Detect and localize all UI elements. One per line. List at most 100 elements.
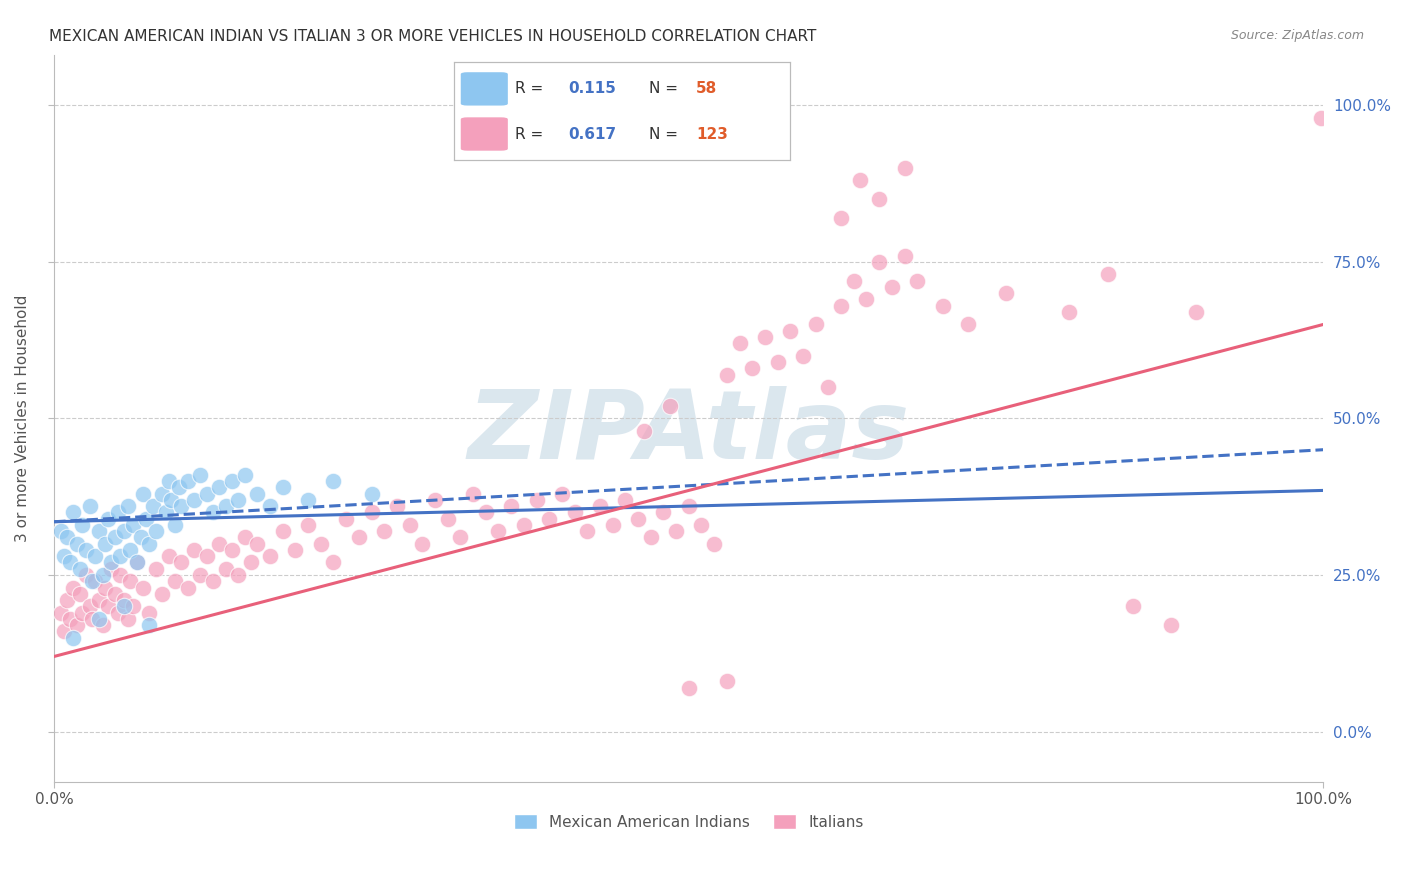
Point xyxy=(614,492,637,507)
Point xyxy=(94,536,117,550)
Point xyxy=(564,505,586,519)
Point xyxy=(188,467,211,482)
Point xyxy=(97,511,120,525)
Point xyxy=(107,505,129,519)
Point xyxy=(627,511,650,525)
Point xyxy=(122,599,145,614)
Point xyxy=(1122,599,1144,614)
Point xyxy=(62,631,84,645)
Point xyxy=(107,606,129,620)
Point xyxy=(551,486,574,500)
Point xyxy=(82,612,104,626)
Point xyxy=(176,581,198,595)
Point xyxy=(652,505,675,519)
Point xyxy=(322,474,344,488)
Point xyxy=(233,530,256,544)
Text: ZIPAtlas: ZIPAtlas xyxy=(468,386,910,479)
Point xyxy=(138,606,160,620)
Point xyxy=(79,599,101,614)
Point xyxy=(56,593,79,607)
Point xyxy=(56,530,79,544)
Point xyxy=(995,286,1018,301)
Point xyxy=(208,536,231,550)
Point xyxy=(373,524,395,538)
Point xyxy=(201,574,224,589)
Point xyxy=(160,492,183,507)
Point xyxy=(240,556,263,570)
Point xyxy=(678,681,700,695)
Point xyxy=(956,318,979,332)
Point xyxy=(176,474,198,488)
Point xyxy=(766,355,789,369)
Point xyxy=(360,486,382,500)
Point xyxy=(589,499,612,513)
Point xyxy=(70,517,93,532)
Point xyxy=(112,599,135,614)
Point xyxy=(347,530,370,544)
Point xyxy=(104,587,127,601)
Point xyxy=(690,517,713,532)
Point xyxy=(576,524,599,538)
Point xyxy=(501,499,523,513)
Point xyxy=(138,618,160,632)
Point xyxy=(49,524,72,538)
Point xyxy=(322,556,344,570)
Point xyxy=(66,536,89,550)
Point xyxy=(728,336,751,351)
Point xyxy=(741,361,763,376)
Point xyxy=(170,556,193,570)
Point xyxy=(880,280,903,294)
Point xyxy=(49,606,72,620)
Point xyxy=(411,536,433,550)
Point xyxy=(208,480,231,494)
Point xyxy=(893,161,915,175)
Point xyxy=(1097,268,1119,282)
Point xyxy=(183,492,205,507)
Point xyxy=(150,486,173,500)
Point xyxy=(142,499,165,513)
Point xyxy=(385,499,408,513)
Point xyxy=(259,549,281,564)
Point xyxy=(830,299,852,313)
Point xyxy=(157,474,180,488)
Point xyxy=(117,612,139,626)
Point xyxy=(678,499,700,513)
Point xyxy=(868,192,890,206)
Point xyxy=(436,511,458,525)
Point xyxy=(87,593,110,607)
Point xyxy=(214,562,236,576)
Point xyxy=(602,517,624,532)
Point xyxy=(167,480,190,494)
Point xyxy=(112,593,135,607)
Point xyxy=(100,556,122,570)
Point xyxy=(226,568,249,582)
Point xyxy=(398,517,420,532)
Point xyxy=(246,536,269,550)
Point xyxy=(842,274,865,288)
Point xyxy=(893,249,915,263)
Point xyxy=(112,524,135,538)
Point xyxy=(138,536,160,550)
Point xyxy=(703,536,725,550)
Point xyxy=(132,486,155,500)
Point xyxy=(87,612,110,626)
Point xyxy=(100,562,122,576)
Point xyxy=(817,380,839,394)
Point xyxy=(868,255,890,269)
Point xyxy=(449,530,471,544)
Point xyxy=(214,499,236,513)
Point xyxy=(84,549,107,564)
Point xyxy=(163,574,186,589)
Point xyxy=(129,530,152,544)
Point xyxy=(665,524,688,538)
Point xyxy=(110,549,132,564)
Point xyxy=(157,549,180,564)
Point xyxy=(423,492,446,507)
Point xyxy=(221,543,243,558)
Point xyxy=(1059,305,1081,319)
Point xyxy=(855,293,877,307)
Point xyxy=(538,511,561,525)
Point xyxy=(226,492,249,507)
Point xyxy=(163,517,186,532)
Point xyxy=(117,499,139,513)
